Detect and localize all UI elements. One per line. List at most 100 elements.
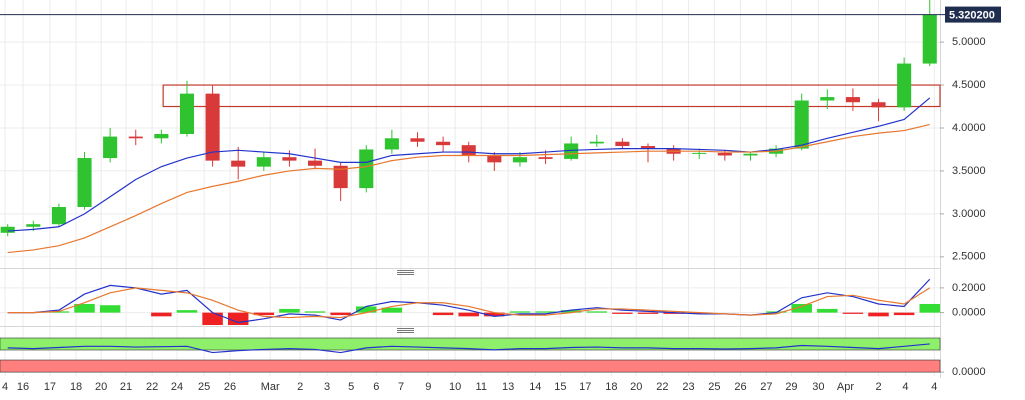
x-tick-label: 26 xyxy=(224,381,236,393)
histogram-bar xyxy=(304,311,326,313)
candle-body xyxy=(538,157,553,159)
histogram-bar xyxy=(868,312,889,317)
histogram-bar xyxy=(484,312,505,317)
indicator-line xyxy=(7,278,931,324)
candle-body xyxy=(743,153,758,156)
candle-body xyxy=(564,143,579,159)
histogram-bar xyxy=(227,312,249,325)
candle-body xyxy=(154,134,169,139)
candle-body xyxy=(845,97,860,103)
x-tick-label: 14 xyxy=(529,381,541,393)
x-tick-label: 11 xyxy=(476,381,487,393)
x-tick-label: 4 xyxy=(902,381,908,393)
candle-body xyxy=(436,141,451,146)
indicator-line xyxy=(7,343,930,354)
candle-body xyxy=(692,152,707,154)
x-tick-label: 7 xyxy=(398,381,404,393)
histogram-bar xyxy=(817,308,838,313)
band xyxy=(0,359,941,373)
x-tick-label: 24 xyxy=(171,381,183,393)
candle-body xyxy=(128,136,143,139)
histogram-bar xyxy=(330,312,351,316)
x-tick-label: 6 xyxy=(373,381,379,393)
x-tick-label: 16 xyxy=(17,381,29,393)
candle-body xyxy=(26,224,41,227)
x-tick-label: 23 xyxy=(682,381,694,393)
candle-body xyxy=(384,138,399,150)
x-tick-label: 22 xyxy=(656,381,668,393)
candle-body xyxy=(589,141,604,144)
histogram-bar xyxy=(586,311,608,313)
x-tick-label: 2 xyxy=(875,381,881,393)
histogram-bar xyxy=(560,310,582,313)
x-tick-label: 29 xyxy=(785,381,797,393)
candle-body xyxy=(897,63,912,108)
resistance-zone xyxy=(162,84,941,108)
x-tick-label: 9 xyxy=(425,381,431,393)
x-tick-label: 25 xyxy=(708,381,720,393)
candle-body xyxy=(77,158,92,208)
candle-body xyxy=(179,93,195,134)
histogram-bar xyxy=(151,312,172,317)
resize-handle[interactable] xyxy=(397,270,414,333)
histogram-bar xyxy=(253,312,275,316)
last-price-badge xyxy=(945,6,1001,23)
candle-body xyxy=(922,14,937,64)
candle-body xyxy=(794,100,809,149)
histogram-bar xyxy=(176,310,198,313)
histogram-bar xyxy=(842,312,864,314)
y-tick-label: 0.0000 xyxy=(952,366,986,378)
candle-body xyxy=(51,207,66,225)
x-tick-label: 10 xyxy=(449,381,461,393)
candle-body xyxy=(615,141,630,147)
indicator-line xyxy=(7,287,931,319)
histogram-bar xyxy=(612,312,633,314)
x-tick-label: 18 xyxy=(70,381,82,393)
histogram-bar xyxy=(688,312,710,314)
histogram-bar xyxy=(893,312,915,316)
y-tick-label: 3.0000 xyxy=(952,208,986,220)
x-tick-label: 17 xyxy=(579,381,591,393)
histogram-bar xyxy=(458,312,479,317)
histogram-bar xyxy=(432,312,454,316)
y-tick-label: 0.0000 xyxy=(952,307,986,319)
x-tick-label: 18 xyxy=(605,381,617,393)
histogram-bar xyxy=(637,312,659,314)
histogram-bar xyxy=(535,311,556,313)
x-tick-label: 26 xyxy=(734,381,746,393)
x-tick-label: 25 xyxy=(198,381,210,393)
candle-body xyxy=(461,145,476,156)
candle-body xyxy=(717,152,732,156)
y-tick-label: 4.0000 xyxy=(952,122,986,134)
histogram-bar xyxy=(74,303,95,313)
histogram-bar xyxy=(509,311,531,313)
candle-body xyxy=(640,146,656,149)
grid xyxy=(0,0,940,376)
candle-body xyxy=(871,102,886,108)
histogram-bar xyxy=(279,308,300,313)
candle-body xyxy=(333,165,348,189)
x-tick-label: 4 xyxy=(931,381,937,393)
histogram-bar xyxy=(663,312,684,314)
x-tick-label: 5 xyxy=(348,381,354,393)
candle-body xyxy=(410,138,425,142)
x-tick-label: 2 xyxy=(297,381,303,393)
x-tick-label: 27 xyxy=(760,381,772,393)
histogram-bar xyxy=(381,307,403,313)
x-tick-label: 22 xyxy=(146,381,158,393)
y-tick-label: 2.5000 xyxy=(952,251,986,263)
histogram-bar xyxy=(791,303,812,313)
band xyxy=(0,337,941,351)
x-tick-label: 20 xyxy=(630,381,642,393)
candle-body xyxy=(282,157,297,161)
histogram-bar xyxy=(99,305,121,313)
y-tick-label: 5.0000 xyxy=(952,36,986,48)
candle-body xyxy=(103,136,118,159)
candle-body xyxy=(0,226,15,233)
candle-body xyxy=(512,157,527,163)
y-tick-label: 0.2000 xyxy=(952,282,986,294)
histogram-bar xyxy=(202,312,223,325)
histogram-bar xyxy=(48,311,70,313)
x-tick-label: 20 xyxy=(95,381,107,393)
